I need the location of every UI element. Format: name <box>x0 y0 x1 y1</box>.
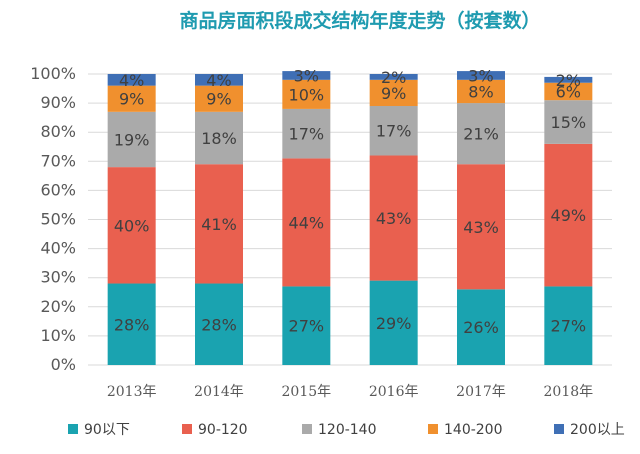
y-tick-label: 0% <box>51 355 76 374</box>
bar-segment <box>457 79 505 104</box>
x-tick-label: 2015年 <box>282 384 332 400</box>
data-label: 27% <box>551 317 587 336</box>
data-label: 2% <box>381 68 406 87</box>
y-tick-label: 10% <box>40 326 76 345</box>
bar-segment <box>544 143 593 287</box>
bar-segment <box>457 71 505 80</box>
legend-swatch <box>428 424 438 434</box>
data-label: 19% <box>114 130 150 149</box>
x-axis: 2013年 2014年 2015年 2016年 2017年 2018年 <box>107 384 593 400</box>
bar-segment <box>544 100 593 144</box>
x-tick-label: 2017年 <box>456 384 506 400</box>
y-tick-label: 60% <box>40 180 76 199</box>
bar-segment <box>195 111 243 165</box>
chart-title: 商品房面积段成交结构年度走势（按套数） <box>179 9 540 32</box>
data-label: 43% <box>463 218 499 237</box>
y-tick-label: 80% <box>40 122 76 141</box>
bar-segment <box>369 155 418 281</box>
bar-segment <box>195 74 243 86</box>
bars: 28%40%19%9%4%28%41%18%9%4%27%44%17%10%3%… <box>107 66 593 365</box>
legend: 90以下 90-120 120-140 140-200 200以上 <box>68 422 625 438</box>
data-label: 15% <box>551 113 587 132</box>
y-tick-label: 70% <box>40 151 76 170</box>
bar-segment <box>107 167 156 284</box>
bar-segment <box>282 286 331 365</box>
data-label: 2% <box>556 71 581 90</box>
legend-item-label: 120-140 <box>318 422 377 438</box>
data-label: 41% <box>201 215 237 234</box>
bar-segment <box>107 74 156 86</box>
bar-segment <box>107 85 156 112</box>
y-tick-label: 100% <box>30 64 76 83</box>
bar-segment <box>107 283 156 365</box>
bar-segment <box>282 71 331 80</box>
bar-segment <box>195 85 243 112</box>
y-tick-label: 50% <box>40 210 76 229</box>
legend-item-label: 140-200 <box>444 422 503 438</box>
y-tick-label: 40% <box>40 239 76 258</box>
bar-segment <box>282 79 331 109</box>
data-label: 43% <box>376 209 412 228</box>
bar-segment <box>369 106 418 156</box>
y-axis: 0% 10% 20% 30% 40% 50% 60% 70% 80% 90% 100% <box>30 64 76 374</box>
bar-segment <box>457 289 505 365</box>
data-label: 6% <box>556 82 581 101</box>
bar-segment <box>369 280 418 365</box>
data-label: 3% <box>468 66 493 85</box>
bar-segment <box>282 108 331 159</box>
bar-segment <box>369 79 418 107</box>
bar-segment <box>195 283 243 365</box>
x-tick-label: 2018年 <box>544 384 594 400</box>
bar-segment <box>107 111 156 168</box>
data-label: 49% <box>551 206 587 225</box>
data-label: 8% <box>468 82 493 101</box>
data-label: 3% <box>294 66 319 85</box>
data-label: 18% <box>201 129 237 148</box>
bar-segment <box>457 103 505 165</box>
bar-segment <box>544 286 593 365</box>
data-label: 17% <box>376 122 412 141</box>
data-label: 27% <box>289 317 325 336</box>
x-tick-label: 2016年 <box>369 384 419 400</box>
data-label: 10% <box>289 85 325 104</box>
data-label: 17% <box>289 125 325 144</box>
bar-segment <box>544 76 593 83</box>
bar-segment <box>282 158 331 287</box>
data-label: 4% <box>119 71 144 90</box>
y-tick-label: 20% <box>40 297 76 316</box>
legend-swatch <box>68 424 78 434</box>
data-label: 28% <box>201 315 237 334</box>
legend-swatch <box>182 424 192 434</box>
legend-swatch <box>554 424 564 434</box>
legend-swatch <box>302 424 312 434</box>
x-tick-label: 2013年 <box>107 384 157 400</box>
data-label: 9% <box>119 90 144 109</box>
legend-item-label: 200以上 <box>570 422 625 438</box>
data-label: 9% <box>381 84 406 103</box>
grid <box>88 73 612 366</box>
data-label: 21% <box>463 125 499 144</box>
x-tick-label: 2014年 <box>194 384 244 400</box>
data-label: 44% <box>289 213 325 232</box>
bar-segment <box>457 164 505 290</box>
y-tick-label: 90% <box>40 93 76 112</box>
bar-segment <box>195 164 243 284</box>
y-tick-label: 30% <box>40 268 76 287</box>
data-label: 29% <box>376 314 412 333</box>
data-label: 4% <box>206 71 231 90</box>
bar-segment <box>369 74 418 80</box>
data-label: 40% <box>114 216 150 235</box>
bar-segment <box>544 82 593 101</box>
data-label: 9% <box>206 90 231 109</box>
legend-item-label: 90以下 <box>84 422 130 438</box>
legend-item-label: 90-120 <box>198 422 248 438</box>
data-label: 28% <box>114 315 150 334</box>
data-label: 26% <box>463 318 499 337</box>
